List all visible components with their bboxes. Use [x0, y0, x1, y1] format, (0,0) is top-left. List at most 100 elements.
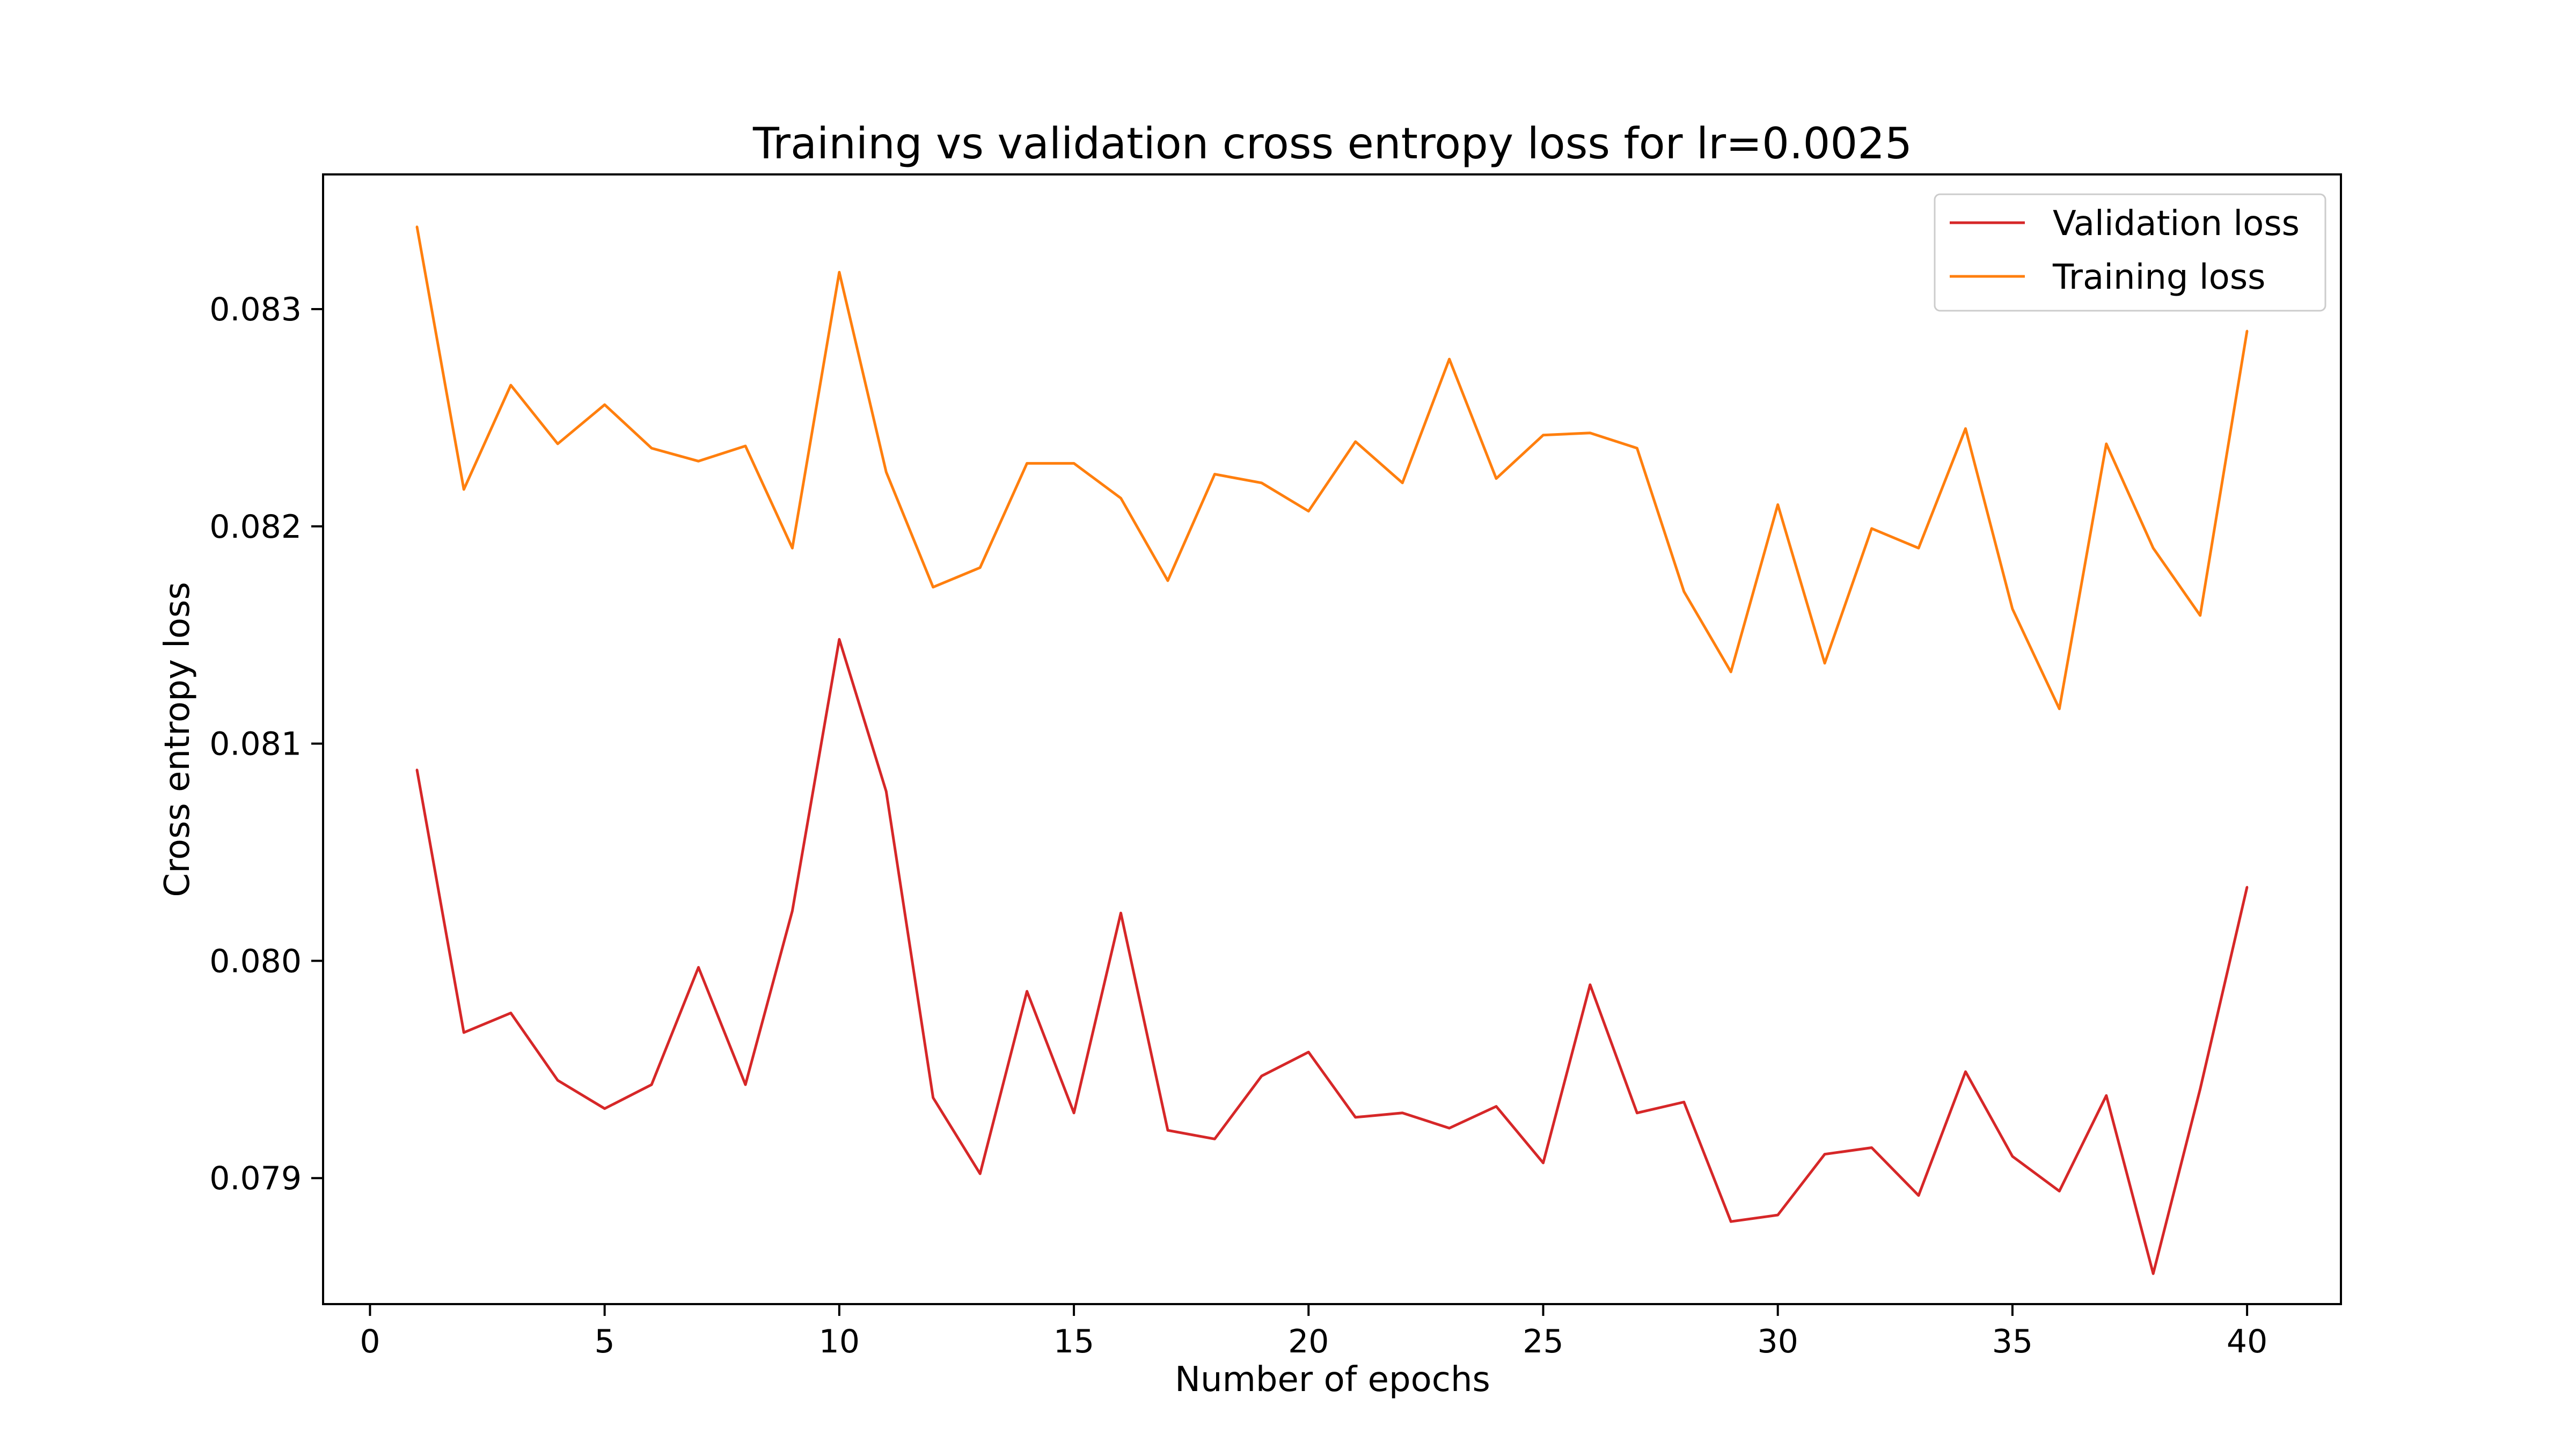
data-point-validation-loss	[2199, 1088, 2201, 1091]
data-point-training-loss	[932, 586, 934, 589]
legend-box	[1934, 193, 2326, 312]
data-point-validation-loss	[1776, 1214, 1779, 1216]
y-tick-label: 0.082	[209, 508, 302, 546]
data-point-training-loss	[1213, 473, 1216, 475]
x-tick-label: 0	[360, 1323, 380, 1360]
data-point-training-loss	[1073, 462, 1075, 465]
data-point-validation-loss	[1870, 1146, 1873, 1149]
data-point-validation-loss	[932, 1096, 934, 1099]
data-point-training-loss	[1964, 427, 1967, 430]
data-point-validation-loss	[509, 1012, 512, 1014]
data-point-training-loss	[1354, 440, 1357, 443]
data-point-training-loss	[1682, 590, 1685, 593]
y-axis-ticks: 0.079 0.080 0.081 0.082 0.083	[209, 291, 323, 1197]
data-point-validation-loss	[1542, 1161, 1545, 1164]
data-point-validation-loss	[697, 966, 700, 969]
data-point-validation-loss	[2058, 1190, 2061, 1192]
data-point-training-loss	[1495, 477, 1497, 480]
data-point-training-loss	[1167, 580, 1169, 582]
legend: Validation loss Training loss	[1934, 193, 2326, 312]
x-tick-label: 5	[595, 1323, 615, 1360]
data-point-validation-loss	[2105, 1094, 2107, 1097]
data-point-validation-loss	[1401, 1111, 1404, 1114]
data-point-validation-loss	[1260, 1075, 1263, 1077]
x-tick-label: 40	[2227, 1323, 2267, 1360]
data-point-training-loss	[603, 404, 606, 406]
x-tick-label: 15	[1053, 1323, 1094, 1360]
data-point-validation-loss	[2152, 1272, 2155, 1275]
data-point-training-loss	[1401, 481, 1404, 484]
data-point-training-loss	[2246, 330, 2249, 332]
data-point-validation-loss	[1495, 1105, 1497, 1108]
data-point-validation-loss	[1073, 1111, 1075, 1114]
data-point-training-loss	[1776, 503, 1779, 506]
data-point-training-loss	[463, 488, 465, 491]
data-point-validation-loss	[1636, 1111, 1638, 1114]
x-axis-ticks: 0 5 10 15 20 25 30 35 40	[360, 1304, 2267, 1360]
data-point-training-loss	[2105, 443, 2107, 445]
data-point-validation-loss	[1307, 1051, 1310, 1053]
data-point-training-loss	[1542, 434, 1545, 436]
data-point-validation-loss	[1026, 990, 1028, 993]
x-tick-label: 35	[1992, 1323, 2033, 1360]
data-point-validation-loss	[603, 1107, 606, 1110]
data-point-training-loss	[1307, 510, 1310, 513]
data-point-training-loss	[697, 460, 700, 463]
data-point-validation-loss	[791, 910, 794, 912]
data-point-validation-loss	[1167, 1129, 1169, 1132]
chart-title: Training vs validation cross entropy los…	[752, 119, 1912, 169]
data-point-training-loss	[2011, 608, 2014, 610]
data-point-validation-loss	[744, 1084, 747, 1086]
data-point-training-loss	[791, 547, 794, 550]
data-point-validation-loss	[2011, 1155, 2014, 1158]
series-line-training-loss	[415, 226, 2249, 711]
data-point-training-loss	[1260, 481, 1263, 484]
plot-frame	[322, 173, 2342, 1305]
data-point-validation-loss	[1730, 1220, 1732, 1223]
data-point-validation-loss	[1824, 1153, 1826, 1155]
x-axis-label: Number of epochs	[1175, 1360, 1490, 1400]
data-point-training-loss	[2058, 707, 2061, 710]
y-axis-label: Cross entropy loss	[158, 582, 197, 897]
data-point-training-loss	[1026, 462, 1028, 465]
data-point-validation-loss	[1354, 1116, 1357, 1118]
data-point-training-loss	[744, 445, 747, 447]
x-tick-label: 20	[1288, 1323, 1329, 1360]
legend-label-validation: Validation loss	[2053, 204, 2300, 244]
data-point-validation-loss	[838, 638, 840, 641]
data-point-training-loss	[1918, 547, 1920, 550]
x-tick-label: 10	[819, 1323, 860, 1360]
data-point-training-loss	[415, 225, 418, 228]
data-point-validation-loss	[1918, 1194, 1920, 1197]
series-layer	[415, 225, 2249, 1275]
y-tick-label: 0.080	[209, 942, 302, 980]
data-point-validation-loss	[650, 1084, 653, 1086]
series-line-validation-loss	[415, 638, 2249, 1275]
data-point-validation-loss	[557, 1079, 559, 1081]
data-point-training-loss	[1730, 671, 1732, 673]
data-point-training-loss	[509, 384, 512, 386]
data-point-validation-loss	[2246, 885, 2249, 888]
data-point-validation-loss	[1589, 983, 1591, 986]
data-point-validation-loss	[1682, 1101, 1685, 1103]
data-point-training-loss	[557, 443, 559, 445]
data-point-validation-loss	[885, 790, 888, 793]
y-tick-label: 0.081	[209, 726, 302, 763]
data-point-validation-loss	[1119, 912, 1122, 914]
data-point-training-loss	[1448, 358, 1451, 361]
data-point-validation-loss	[463, 1031, 465, 1034]
data-point-training-loss	[885, 471, 888, 473]
data-point-training-loss	[838, 271, 840, 274]
data-point-training-loss	[2152, 547, 2155, 550]
data-point-validation-loss	[415, 769, 418, 771]
y-tick-label: 0.079	[209, 1160, 302, 1197]
data-point-training-loss	[1870, 527, 1873, 530]
data-point-training-loss	[1824, 662, 1826, 664]
data-point-validation-loss	[1964, 1070, 1967, 1073]
y-tick-label: 0.083	[209, 291, 302, 328]
data-point-training-loss	[2199, 614, 2201, 617]
data-point-training-loss	[1119, 497, 1122, 500]
data-point-validation-loss	[1448, 1127, 1451, 1130]
data-point-training-loss	[979, 566, 982, 569]
